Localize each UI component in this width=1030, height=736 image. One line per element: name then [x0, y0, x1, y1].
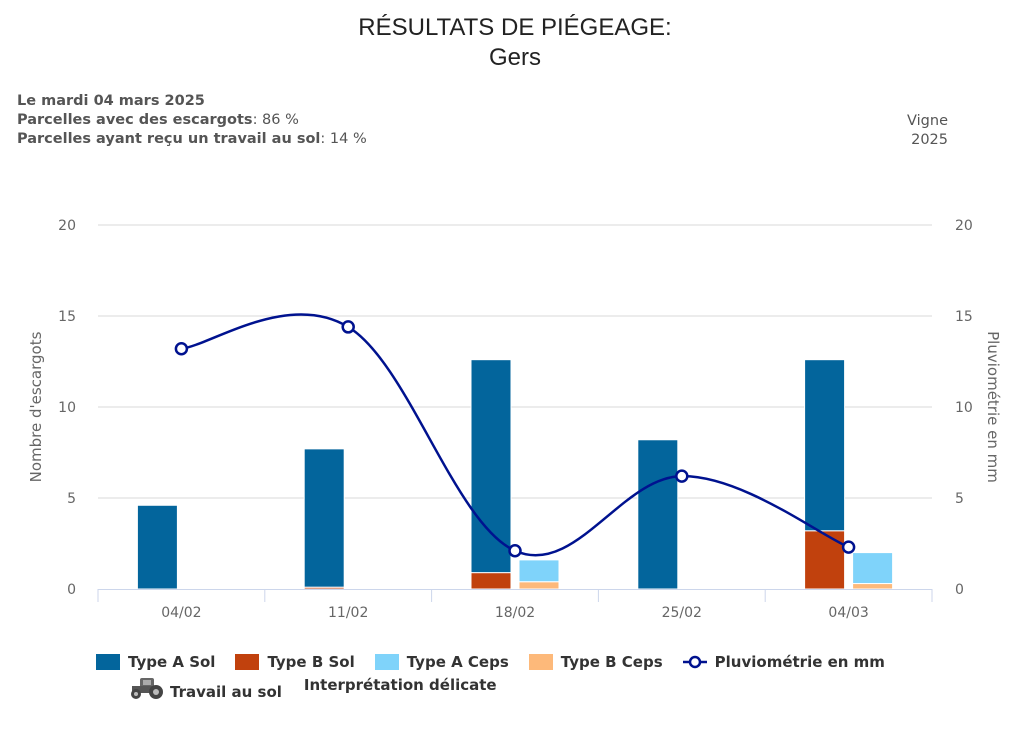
- legend-label: Type B Ceps: [560, 653, 663, 671]
- bar-type-a-sol: [470, 359, 512, 574]
- bar-type-a-ceps: [852, 552, 894, 585]
- x-tick-label: 04/03: [828, 605, 868, 621]
- bar-type-a-sol: [637, 439, 679, 590]
- parcelles-travail-label: Parcelles ayant reçu un travail au sol: [17, 131, 321, 147]
- legend-item-type-a-ceps[interactable]: Type A Ceps: [374, 653, 509, 671]
- pluvio-point: [841, 540, 856, 554]
- parcelles-escargots-value: : 86 %: [252, 112, 299, 128]
- legend-label: Interprétation délicate: [303, 676, 497, 694]
- bar-type-a-sol: [303, 448, 345, 588]
- bars: [136, 359, 894, 590]
- y2-tick-label: 20: [955, 218, 973, 234]
- y2-tick-label: 0: [955, 582, 964, 598]
- y2-tick-label: 5: [955, 491, 964, 507]
- legend-item-type-a-sol[interactable]: Type A Sol: [96, 653, 215, 671]
- bar-type-a-ceps: [518, 559, 560, 583]
- legend-label: Type B Sol: [267, 653, 355, 671]
- bar-type-b-sol: [470, 572, 512, 590]
- culture-block: Vigne 2025: [907, 112, 948, 150]
- legend-label: Pluviométrie en mm: [714, 653, 885, 671]
- x-tick-label: 25/02: [662, 605, 702, 621]
- y-axis-title: Nombre d'escargots: [27, 331, 45, 482]
- parcelles-escargots-label: Parcelles avec des escargots: [17, 112, 253, 128]
- legend-swatch: [96, 654, 120, 670]
- pluvio-point: [675, 469, 689, 483]
- legend-item-travail-au-sol[interactable]: Travail au sol: [128, 676, 282, 701]
- legend-swatch: [235, 654, 260, 670]
- x-tick-label: 11/02: [328, 605, 368, 621]
- culture-label: Vigne: [907, 113, 948, 129]
- bar-type-a-sol: [804, 359, 846, 532]
- y-tick-label: 10: [58, 400, 76, 416]
- pluvio-spline: [181, 313, 850, 557]
- pluvio-point: [508, 544, 522, 558]
- pluvio-line: [174, 313, 856, 558]
- y2-axis-title: Pluviométrie en mm: [984, 331, 1002, 483]
- pluvio-point: [174, 342, 189, 356]
- info-block: Le mardi 04 mars 2025 Parcelles avec des…: [17, 92, 367, 149]
- legend-item-type-b-sol[interactable]: Type B Sol: [235, 653, 355, 671]
- legend-item-type-b-ceps[interactable]: Type B Ceps: [528, 653, 663, 671]
- gridlines: [98, 224, 932, 499]
- bar-type-b-ceps: [852, 583, 894, 590]
- bar-type-b-sol: [804, 530, 846, 590]
- legend-swatch: [374, 654, 399, 670]
- chart-svg: 0 5 10 15 20 0 5 10 15 20 04/02 11/02 18/02 25/02 04/0…: [27, 218, 1002, 621]
- chart-title: RÉSULTATS DE PIÉGEAGE:: [358, 14, 672, 41]
- axes: 0 5 10 15 20 0 5 10 15 20 04/02 11/02 18/02 25/02 04/0…: [58, 218, 973, 621]
- y-tick-label: 20: [58, 218, 76, 234]
- y-tick-label: 0: [67, 582, 76, 598]
- legend-item-pluviometrie[interactable]: Pluviométrie en mm: [682, 653, 885, 671]
- tractor-icon: [131, 678, 163, 699]
- line-marker-icon: [682, 655, 707, 669]
- pluvio-point: [341, 320, 355, 334]
- legend: Type A Sol Type B Sol Type A Ceps Type B…: [96, 650, 976, 701]
- chart-subtitle: Gers: [488, 44, 541, 71]
- legend-label: Travail au sol: [170, 683, 282, 701]
- date-label: Le mardi 04 mars 2025: [17, 93, 205, 109]
- x-tick-label: 18/02: [495, 605, 535, 621]
- y-tick-label: 15: [58, 309, 76, 325]
- y-tick-label: 5: [67, 491, 76, 507]
- bar-type-b-ceps: [518, 581, 560, 590]
- legend-label: Type A Sol: [128, 653, 216, 671]
- parcelles-travail-value: : 14 %: [320, 131, 367, 147]
- y2-tick-label: 15: [955, 309, 973, 325]
- bar-type-a-sol: [136, 504, 178, 590]
- legend-label: Type A Ceps: [406, 653, 509, 671]
- legend-item-interpretation: Interprétation délicate: [304, 676, 497, 694]
- legend-swatch: [528, 654, 553, 670]
- annee-label: 2025: [911, 132, 948, 148]
- y2-tick-label: 10: [955, 400, 973, 416]
- x-tick-label: 04/02: [161, 605, 201, 621]
